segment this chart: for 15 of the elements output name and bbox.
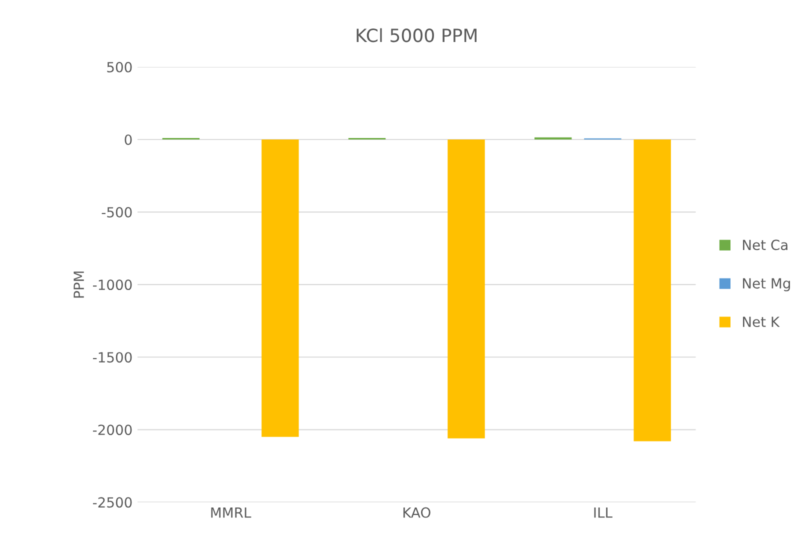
- y-tick-label: 0: [124, 134, 132, 145]
- y-tick-label: -1500: [92, 352, 132, 363]
- x-tick-label: ILL: [594, 507, 612, 518]
- chart-title: KCl 5000 PPM: [356, 28, 476, 42]
- legend-label: Net K: [742, 316, 780, 328]
- legend-label: Net Mg: [742, 278, 790, 292]
- y-tick-label: 500: [107, 62, 132, 72]
- x-tick-label: KAO: [403, 507, 430, 518]
- y-tick-label: -1000: [92, 280, 132, 290]
- y-tick-label: -2000: [92, 424, 132, 436]
- x-tick-label: MMRL: [211, 507, 252, 518]
- y-tick-label: -2500: [92, 497, 132, 508]
- y-axis-title: PPM: [74, 272, 84, 298]
- y-tick-label: -500: [102, 207, 132, 218]
- legend-label: Net Ca: [742, 240, 788, 250]
